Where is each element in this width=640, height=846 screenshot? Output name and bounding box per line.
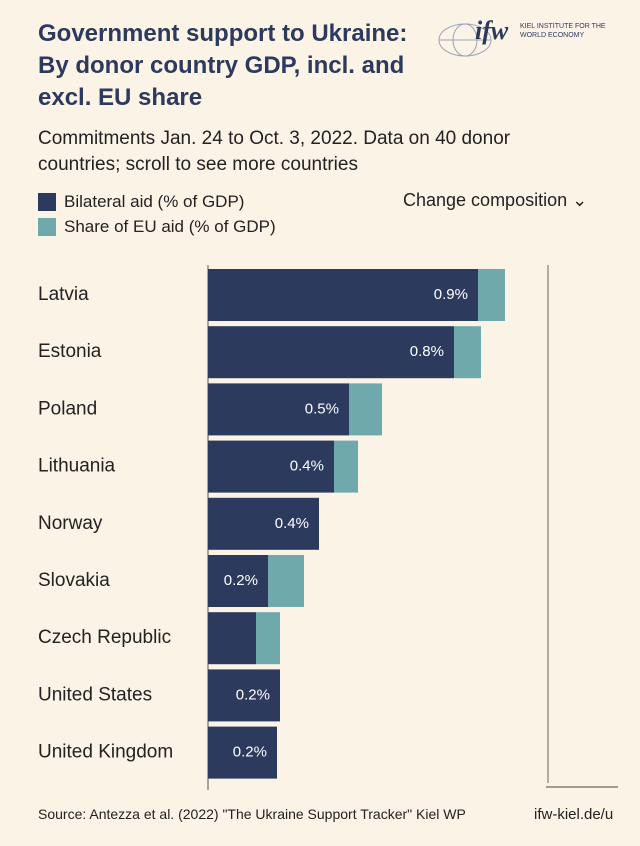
bar-segment	[454, 326, 481, 379]
bar-segment	[478, 269, 505, 321]
value-label: 0.4%	[290, 458, 324, 475]
source: Source: Antezza et al. (2022) "The Ukrai…	[38, 806, 466, 822]
bar-segment	[256, 612, 280, 665]
logo-mark: ifw	[475, 16, 509, 45]
category-label: Estonia	[38, 341, 102, 362]
category-label: Lithuania	[38, 456, 116, 477]
globe	[438, 23, 492, 57]
value-label: 0.9%	[434, 286, 468, 303]
value-label: 0.5%	[305, 400, 339, 417]
value-label: 0.2%	[233, 744, 267, 761]
category-label: Latvia	[38, 284, 89, 305]
legend-item: Share of EU aid (% of GDP)	[38, 217, 276, 237]
category-label: United Kingdom	[38, 742, 173, 763]
legend-label: Bilateral aid (% of GDP)	[64, 192, 245, 211]
category-label: Czech Republic	[38, 627, 171, 648]
bar-segment	[268, 555, 304, 607]
bar-segment	[208, 269, 478, 321]
bar-segment	[208, 383, 349, 436]
link[interactable]: ifw-kiel.de/u	[534, 806, 614, 823]
bar-segment	[208, 669, 280, 722]
value-label: 0.2%	[236, 686, 270, 703]
value-label: 0.2%	[224, 572, 258, 589]
bar-segment	[208, 726, 277, 779]
chart: Latvia 0.9% Estonia 0.8% Poland 0.5% Lithuania…	[38, 265, 618, 790]
legend-swatch	[38, 218, 56, 236]
chart-title: Government support to Ukraine: By donor …	[38, 20, 408, 111]
value-label: 0.8%	[410, 343, 444, 360]
legend-swatch	[38, 193, 56, 211]
logo-name: KIEL INSTITUTE FOR THE WORLD ECONOMY	[520, 23, 606, 39]
bar-segment	[208, 497, 319, 550]
bar-segment	[334, 440, 358, 493]
legend-label: Share of EU aid (% of GDP)	[64, 217, 276, 236]
bar-segment	[208, 612, 256, 665]
subtitle: Commitments Jan. 24 to Oct. 3, 2022. Dat…	[38, 128, 511, 175]
bar-segment	[349, 383, 382, 436]
value-label: 0.4%	[275, 515, 309, 532]
category-label: United States	[38, 684, 152, 705]
category-label: Slovakia	[38, 570, 110, 591]
logo: ifw KIEL INSTITUTE FOR THE WORLD ECONOMY	[435, 12, 625, 72]
bar-segment	[208, 555, 268, 607]
category-label: Norway	[38, 513, 103, 534]
category-label: Poland	[38, 398, 97, 419]
legend-item: Bilateral aid (% of GDP)	[38, 192, 244, 212]
composition-dropdown[interactable]: Change composition ⌄	[403, 190, 588, 210]
bar-segment	[208, 326, 454, 379]
bar-segment	[208, 440, 334, 493]
